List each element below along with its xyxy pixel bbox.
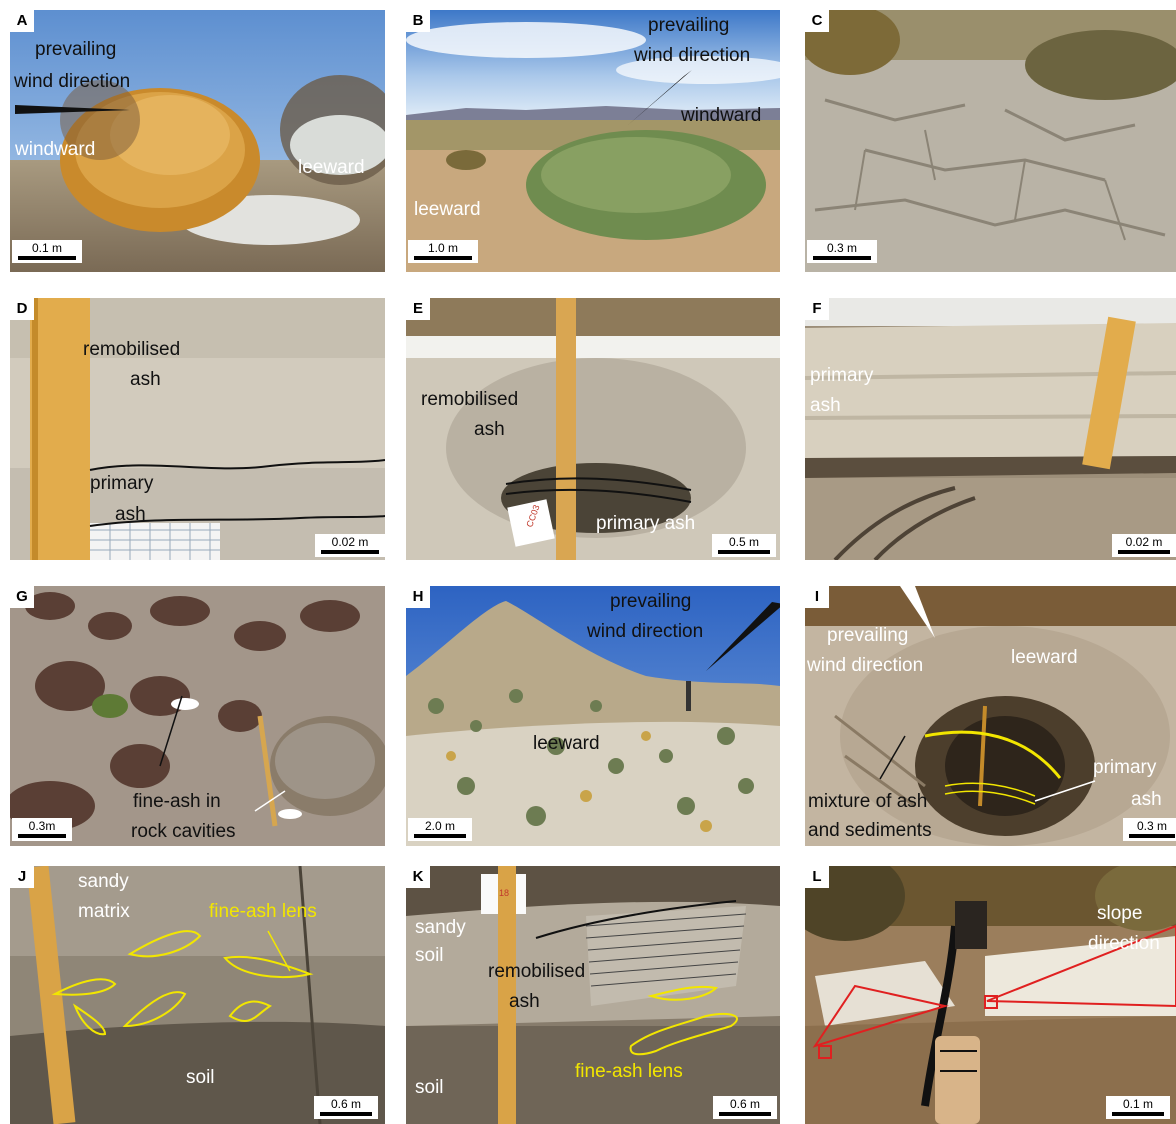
photo-e-trench: [406, 298, 780, 560]
label-primary: primary: [810, 365, 874, 386]
label-primary: primary: [90, 473, 154, 494]
label-remobilised: remobilised: [421, 389, 519, 410]
photo-d-ash-profile: [10, 298, 385, 560]
scale-bar: 0.6 m: [713, 1096, 777, 1119]
panel-letter: K: [406, 866, 430, 888]
scale-bar: 0.3 m: [807, 240, 877, 263]
label-and-sediments: and sediments: [808, 820, 932, 841]
label-sandy: sandy: [415, 917, 466, 938]
photo-g-rocks: [10, 586, 385, 846]
scale-bar: 0.5 m: [712, 534, 776, 557]
label-ash: ash: [474, 419, 505, 440]
panel-g: G fine-ash in rock cavities 0.3m: [10, 586, 385, 846]
label-prevailing: prevailing: [827, 625, 909, 646]
panel-letter: G: [10, 586, 34, 608]
panel-l: L slope direction 0.1 m: [805, 866, 1176, 1124]
panel-letter: D: [10, 298, 34, 320]
panel-e: CC03 E remobilised ash primary ash 0.5 m: [406, 298, 780, 560]
photo-k-soil-section: [406, 866, 780, 1124]
scale-bar: 0.6 m: [314, 1096, 378, 1119]
annotation-overlay: [879, 586, 1096, 805]
scale-bar: 0.02 m: [1112, 534, 1176, 557]
photo-j-soil-section: [10, 866, 385, 1124]
scale-bar: 0.02 m: [315, 534, 385, 557]
label-leeward: leeward: [414, 199, 481, 220]
panel-d: D remobilised ash primary ash 0.02 m: [10, 298, 385, 560]
label-ash: ash: [810, 395, 841, 416]
lens-outlines: [51, 930, 314, 1036]
label-primary-ash: primary ash: [596, 513, 696, 534]
label-sandy: sandy: [78, 871, 129, 892]
scale-bar: 0.1 m: [1106, 1096, 1170, 1119]
panel-letter: I: [805, 586, 829, 608]
leader-lines: [159, 695, 286, 812]
photo-h-hillside: [406, 586, 780, 846]
label-wind-direction: wind direction: [14, 71, 131, 92]
label-prevailing: prevailing: [35, 39, 117, 60]
panel-letter: F: [805, 298, 829, 320]
label-remobilised: remobilised: [488, 961, 586, 982]
label-soil: soil: [415, 945, 444, 966]
label-slope: slope: [1097, 903, 1143, 924]
panel-letter: H: [406, 586, 430, 608]
panel-letter: B: [406, 10, 430, 32]
scale-bar: 1.0 m: [408, 240, 478, 263]
label-leeward: leeward: [298, 157, 365, 178]
label-rock-cavities: rock cavities: [131, 821, 236, 842]
label-wind-direction: wind direction: [587, 621, 704, 642]
panel-h: H prevailing wind direction leeward 2.0 …: [406, 586, 780, 846]
wind-arrow: [628, 70, 692, 125]
label-leeward: leeward: [533, 733, 600, 754]
label-windward: windward: [681, 105, 762, 126]
scale-bar: 0.3 m: [1123, 818, 1176, 841]
label-mixture-of-ash: mixture of ash: [808, 791, 928, 812]
panel-letter: J: [10, 866, 34, 888]
label-fine-ash-in: fine-ash in: [133, 791, 221, 812]
label-ash: ash: [509, 991, 540, 1012]
label-fine-ash-lens: fine-ash lens: [575, 1061, 683, 1082]
label-fine-ash-lens: fine-ash lens: [209, 901, 317, 922]
photo-f-ash-block: [805, 298, 1176, 560]
label-wind-direction: wind direction: [807, 655, 924, 676]
label-windward: windward: [15, 139, 96, 160]
panel-f: F primary ash 0.02 m: [805, 298, 1176, 560]
panel-letter: C: [805, 10, 829, 32]
label-ash: ash: [1131, 789, 1162, 810]
lens-outlines: [629, 985, 738, 1056]
label-ash: ash: [130, 369, 161, 390]
panel-a: A prevailing wind direction windward lee…: [10, 10, 385, 272]
panel-b: B prevailing wind direction windward lee…: [406, 10, 780, 272]
scale-bar: 0.3m: [12, 818, 72, 841]
wind-arrow: [15, 105, 130, 114]
photo-a-grass-tussock: [10, 10, 385, 272]
panel-c: C 0.3 m: [805, 10, 1176, 272]
panel-j: J sandy matrix fine-ash lens soil 0.6 m: [10, 866, 385, 1124]
label-ash: ash: [115, 504, 146, 525]
photo-c-cracked-ash: [805, 10, 1176, 272]
photo-b-shrub: [406, 10, 780, 272]
label-wind-direction: wind direction: [634, 45, 751, 66]
scale-bar: 2.0 m: [408, 818, 472, 841]
label-primary: primary: [1093, 757, 1157, 778]
photo-i-pit: [805, 586, 1176, 846]
label-prevailing: prevailing: [648, 15, 730, 36]
scale-bar: 0.1 m: [12, 240, 82, 263]
label-matrix: matrix: [78, 901, 130, 922]
label-soil: soil: [415, 1077, 444, 1098]
label-prevailing: prevailing: [610, 591, 692, 612]
ruler-markings: [42, 298, 82, 560]
wind-arrow: [706, 602, 780, 671]
panel-letter: L: [805, 866, 829, 888]
panel-i: I prevailing wind direction leeward mixt…: [805, 586, 1176, 846]
label-leeward: leeward: [1011, 647, 1078, 668]
panel-letter: A: [10, 10, 34, 32]
label-remobilised: remobilised: [83, 339, 181, 360]
label-direction: direction: [1088, 933, 1160, 954]
label-soil: soil: [186, 1067, 215, 1088]
panel-k: 18 K sandy soil remobilised ash fine-ash…: [406, 866, 780, 1124]
panel-letter: E: [406, 298, 430, 320]
sample-tag: 18: [498, 888, 509, 898]
slope-triangles: [812, 924, 1176, 1059]
